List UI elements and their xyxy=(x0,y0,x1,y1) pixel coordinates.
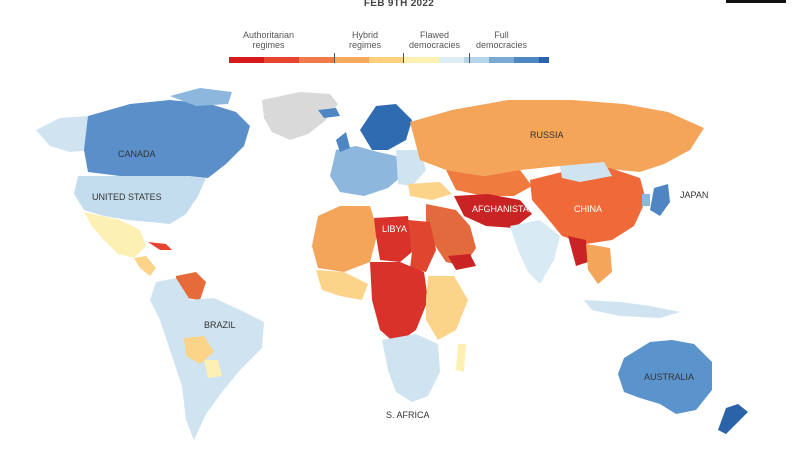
legend-label-flawed-line2: democracies xyxy=(409,40,461,50)
country-myanmar[interactable] xyxy=(568,236,588,266)
label-canada: CANADA xyxy=(118,149,156,159)
legend-swatch xyxy=(489,57,514,63)
country-australia[interactable] xyxy=(618,340,712,414)
country-arctic-islands[interactable] xyxy=(170,88,232,106)
country-canada[interactable] xyxy=(84,100,250,178)
country-korea[interactable] xyxy=(642,194,650,206)
corner-mark xyxy=(726,0,786,3)
legend-divider xyxy=(334,53,335,63)
legend-label-hybrid-line1: Hybrid xyxy=(352,30,379,40)
country-china[interactable] xyxy=(530,168,646,244)
country-western-europe[interactable] xyxy=(330,146,402,196)
country-egypt[interactable] xyxy=(408,220,436,272)
country-afghanistan[interactable] xyxy=(454,194,532,228)
country-central-asia[interactable] xyxy=(446,170,532,196)
country-mongolia[interactable] xyxy=(560,162,612,182)
legend-label-full-line1: Full xyxy=(494,30,509,40)
country-turkey[interactable] xyxy=(408,182,452,200)
legend-label-flawed: Flawed democracies xyxy=(409,30,460,50)
legend-label-authoritarian-line2: regimes xyxy=(252,40,285,50)
label-united-states: UNITED STATES xyxy=(92,192,162,202)
country-madagascar[interactable] xyxy=(456,344,466,372)
label-japan: JAPAN xyxy=(680,190,708,200)
legend-label-full: Full democracies xyxy=(476,30,527,50)
label-afghanistan: AFGHANISTAN xyxy=(472,204,535,214)
legend-label-full-line2: democracies xyxy=(476,40,528,50)
legend-color-bar xyxy=(229,57,549,63)
legend-label-hybrid-line2: regimes xyxy=(349,40,382,50)
country-russia[interactable] xyxy=(410,100,704,176)
country-mexico[interactable] xyxy=(84,212,146,258)
country-central-america[interactable] xyxy=(134,256,156,276)
country-indonesia[interactable] xyxy=(584,300,680,318)
legend-swatch xyxy=(264,57,299,63)
legend-label-hybrid: Hybrid regimes xyxy=(349,30,381,50)
country-southern-africa[interactable] xyxy=(382,334,440,402)
legend-swatch xyxy=(404,57,439,63)
country-japan[interactable] xyxy=(650,184,670,216)
country-east-africa[interactable] xyxy=(426,276,468,340)
legend-swatch xyxy=(334,57,369,63)
label-australia: AUSTRALIA xyxy=(644,372,694,382)
legend-swatch xyxy=(439,57,464,63)
country-south-america[interactable] xyxy=(150,278,264,440)
legend-label-authoritarian: Authoritarian regimes xyxy=(243,30,294,50)
label-libya: LIBYA xyxy=(382,224,407,234)
country-bolivia[interactable] xyxy=(184,336,214,364)
legend-divider xyxy=(403,53,404,63)
country-middle-east[interactable] xyxy=(426,204,476,266)
label-china: CHINA xyxy=(574,204,602,214)
country-eastern-europe[interactable] xyxy=(396,150,426,186)
country-paraguay[interactable] xyxy=(204,360,222,378)
country-iceland[interactable] xyxy=(318,108,340,118)
country-central-africa[interactable] xyxy=(370,262,428,344)
legend-swatch xyxy=(539,57,549,63)
country-uk[interactable] xyxy=(336,132,350,152)
legend: Authoritarian regimes Hybrid regimes Fla… xyxy=(229,30,549,66)
legend-swatch xyxy=(464,57,489,63)
country-scandinavia[interactable] xyxy=(360,104,412,150)
legend-label-authoritarian-line1: Authoritarian xyxy=(243,30,295,40)
legend-divider xyxy=(469,53,470,63)
country-yemen[interactable] xyxy=(448,254,476,270)
legend-label-flawed-line1: Flawed xyxy=(420,30,450,40)
country-libya[interactable] xyxy=(374,216,412,262)
country-united-states[interactable] xyxy=(74,176,206,224)
country-north-africa[interactable] xyxy=(312,206,378,272)
country-west-africa[interactable] xyxy=(316,270,368,300)
country-alaska[interactable] xyxy=(36,116,92,152)
legend-swatch xyxy=(229,57,264,63)
legend-swatch xyxy=(299,57,334,63)
country-india[interactable] xyxy=(510,220,560,284)
label-s-africa: S. AFRICA xyxy=(386,410,430,420)
country-new-zealand[interactable] xyxy=(718,404,748,434)
map-date: FEB 9TH 2022 xyxy=(363,0,435,9)
country-southeast-asia[interactable] xyxy=(586,244,612,284)
country-cuba[interactable] xyxy=(148,242,172,250)
legend-swatch xyxy=(514,57,539,63)
label-russia: RUSSIA xyxy=(530,130,564,140)
country-greenland[interactable] xyxy=(262,92,338,140)
legend-swatch xyxy=(369,57,404,63)
label-brazil: BRAZIL xyxy=(204,320,236,330)
